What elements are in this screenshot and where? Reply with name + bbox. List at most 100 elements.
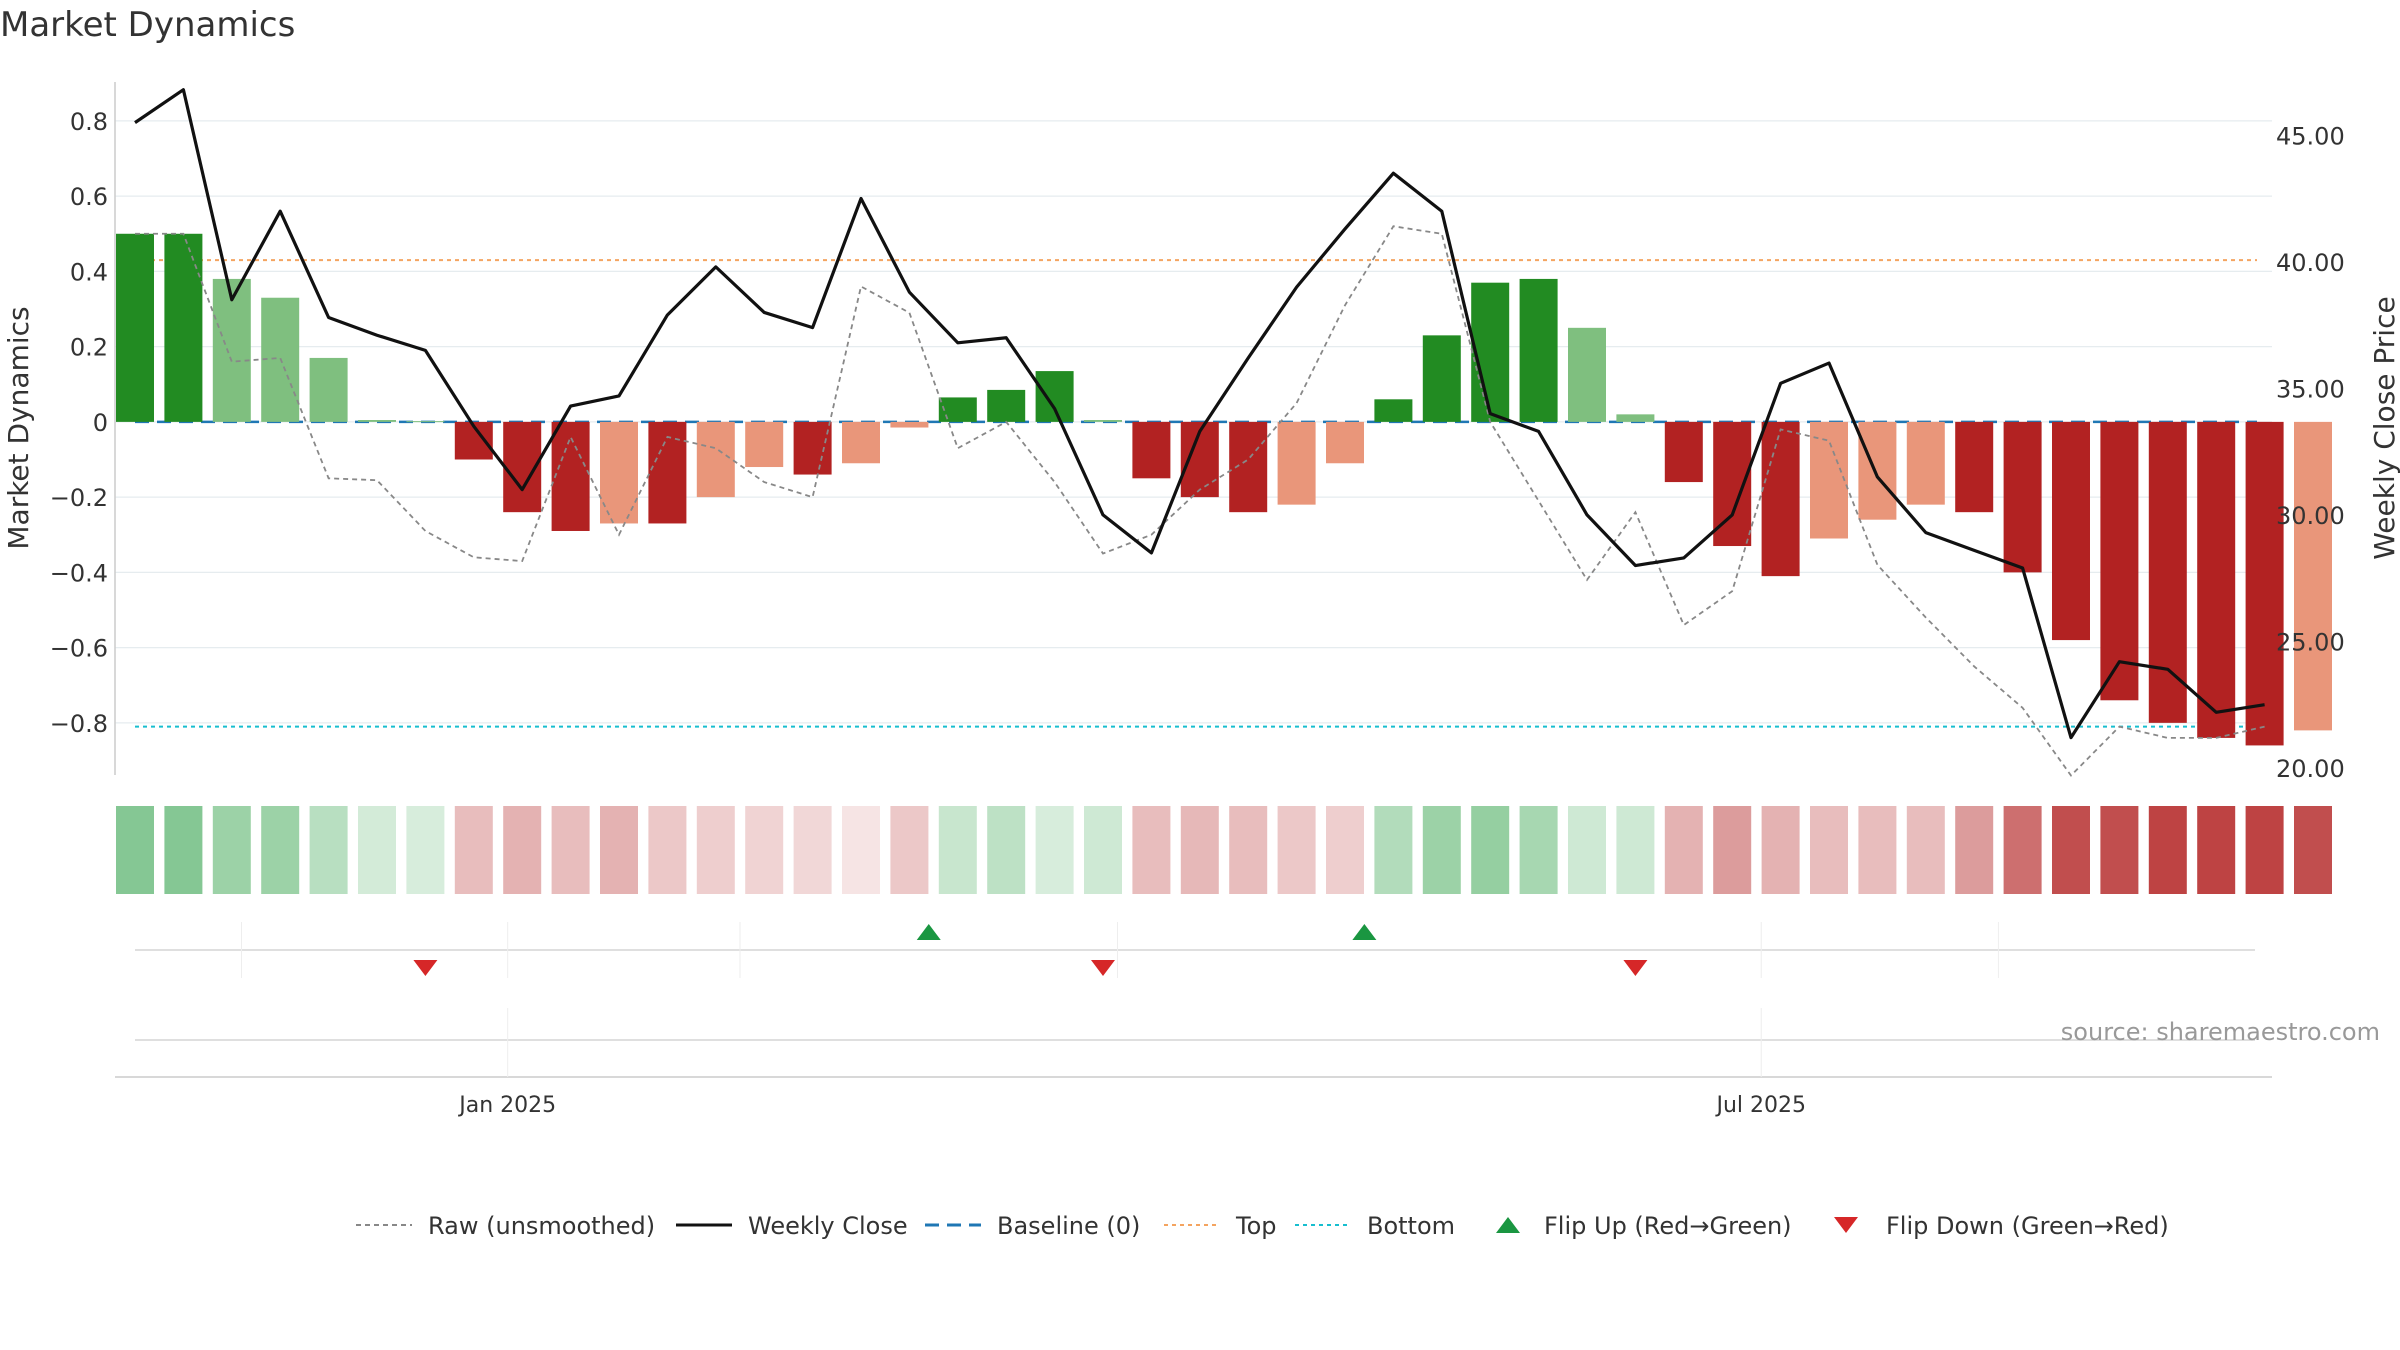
bar xyxy=(1858,421,1897,520)
bar xyxy=(2148,421,2187,723)
heat-cell xyxy=(1084,806,1122,894)
bar xyxy=(600,421,638,524)
heat-cell xyxy=(1955,806,1994,894)
heat-cell xyxy=(1906,806,1945,894)
source-credit: source: sharemaestro.com xyxy=(2061,1018,2380,1046)
bar xyxy=(1568,327,1606,422)
bar xyxy=(212,278,251,422)
raw-unsmoothed-line xyxy=(135,225,2265,777)
bar xyxy=(2197,421,2236,738)
legend-item: Bottom xyxy=(1295,1212,1455,1240)
heat-cell xyxy=(890,806,929,894)
heat-cell xyxy=(2294,806,2332,894)
right-y-tick-label: 30.00 xyxy=(2276,502,2345,530)
heat-cell xyxy=(2003,806,2042,894)
bar xyxy=(1277,421,1316,505)
left-y-tick-label: −0.4 xyxy=(50,559,108,587)
heat-cell xyxy=(1035,806,1074,894)
legend-swatch-flip-up xyxy=(1496,1217,1520,1233)
x-tick-label: Jul 2025 xyxy=(1714,1093,1806,1118)
bar xyxy=(987,389,1026,422)
legend-label: Raw (unsmoothed) xyxy=(428,1212,655,1240)
left-y-axis-label: Market Dynamics xyxy=(2,306,35,549)
right-y-tick-label: 45.00 xyxy=(2276,122,2345,150)
legend-item: Top xyxy=(1164,1212,1277,1240)
heat-cell xyxy=(938,806,977,894)
left-y-tick-label: 0.2 xyxy=(70,334,108,362)
legend: Raw (unsmoothed) Weekly Close Baseline (0)… xyxy=(356,1212,2169,1240)
bar xyxy=(648,421,687,524)
heat-strip xyxy=(116,806,2332,894)
heat-cell xyxy=(987,806,1026,894)
x-axis: Jan 2025 Jul 2025 xyxy=(115,1008,2272,1118)
bar xyxy=(696,421,735,498)
right-y-axis-label: Weekly Close Price xyxy=(2368,296,2400,559)
heat-cell xyxy=(1180,806,1219,894)
legend-label: Bottom xyxy=(1367,1212,1455,1240)
heat-cell xyxy=(1664,806,1703,894)
legend-label: Weekly Close xyxy=(748,1212,908,1240)
bar xyxy=(551,421,590,531)
heat-cell xyxy=(696,806,735,894)
flip-down-marker xyxy=(1623,960,1648,976)
weekly-close-line xyxy=(134,88,2265,740)
left-y-tick-label: 0 xyxy=(93,409,108,437)
heat-cell xyxy=(309,806,348,894)
bar xyxy=(164,233,203,422)
bar xyxy=(2100,421,2139,701)
heat-cell xyxy=(503,806,542,894)
heat-cell xyxy=(1229,806,1268,894)
bar xyxy=(309,357,348,422)
heat-cell xyxy=(212,806,251,894)
heat-cell xyxy=(1326,806,1364,894)
legend-label: Flip Up (Red→Green) xyxy=(1544,1212,1792,1240)
left-y-tick-label: 0.4 xyxy=(70,258,108,286)
bar xyxy=(1519,278,1558,422)
heat-cell xyxy=(1277,806,1316,894)
heat-cell xyxy=(1519,806,1558,894)
heat-cell xyxy=(1374,806,1413,894)
bar xyxy=(1035,371,1074,422)
heat-cell xyxy=(261,806,300,894)
bars xyxy=(116,233,2332,746)
bar xyxy=(1761,421,1800,577)
legend-swatch-flip-down xyxy=(1834,1217,1858,1233)
legend-label: Flip Down (Green→Red) xyxy=(1886,1212,2169,1240)
heat-cell xyxy=(2100,806,2139,894)
flip-up-marker xyxy=(916,924,941,940)
heat-cell xyxy=(406,806,445,894)
flip-down-marker xyxy=(1091,960,1115,976)
right-y-tick-label: 40.00 xyxy=(2276,249,2345,277)
heat-cell xyxy=(2245,806,2284,894)
heat-cell xyxy=(358,806,396,894)
right-y-tick-label: 20.00 xyxy=(2276,755,2345,783)
right-y-tick-label: 25.00 xyxy=(2276,628,2345,656)
heat-cell xyxy=(842,806,880,894)
heat-cell xyxy=(1568,806,1606,894)
bar xyxy=(1374,399,1413,422)
heat-cell xyxy=(1471,806,1510,894)
bar xyxy=(1810,421,1848,539)
bar xyxy=(116,233,154,422)
heat-cell xyxy=(164,806,203,894)
flip-markers-panel xyxy=(135,922,2255,978)
bar xyxy=(745,421,784,468)
legend-item: Flip Down (Green→Red) xyxy=(1834,1212,2169,1240)
heat-cell xyxy=(1858,806,1897,894)
bar xyxy=(1955,421,1994,513)
left-y-tick-label: −0.8 xyxy=(50,710,108,738)
flip-down-marker xyxy=(413,960,438,976)
heat-cell xyxy=(1810,806,1848,894)
bar xyxy=(1906,421,1945,505)
bar xyxy=(358,420,396,422)
bar xyxy=(793,421,832,475)
heat-cell xyxy=(2197,806,2236,894)
heat-cell xyxy=(1422,806,1461,894)
series-lines xyxy=(134,88,2265,777)
heat-cell xyxy=(116,806,154,894)
axes: Market Dynamics Weekly Close Price 0.8 0.… xyxy=(2,82,2400,783)
heat-cell xyxy=(1616,806,1655,894)
heat-cell xyxy=(2148,806,2187,894)
bar xyxy=(842,421,880,464)
